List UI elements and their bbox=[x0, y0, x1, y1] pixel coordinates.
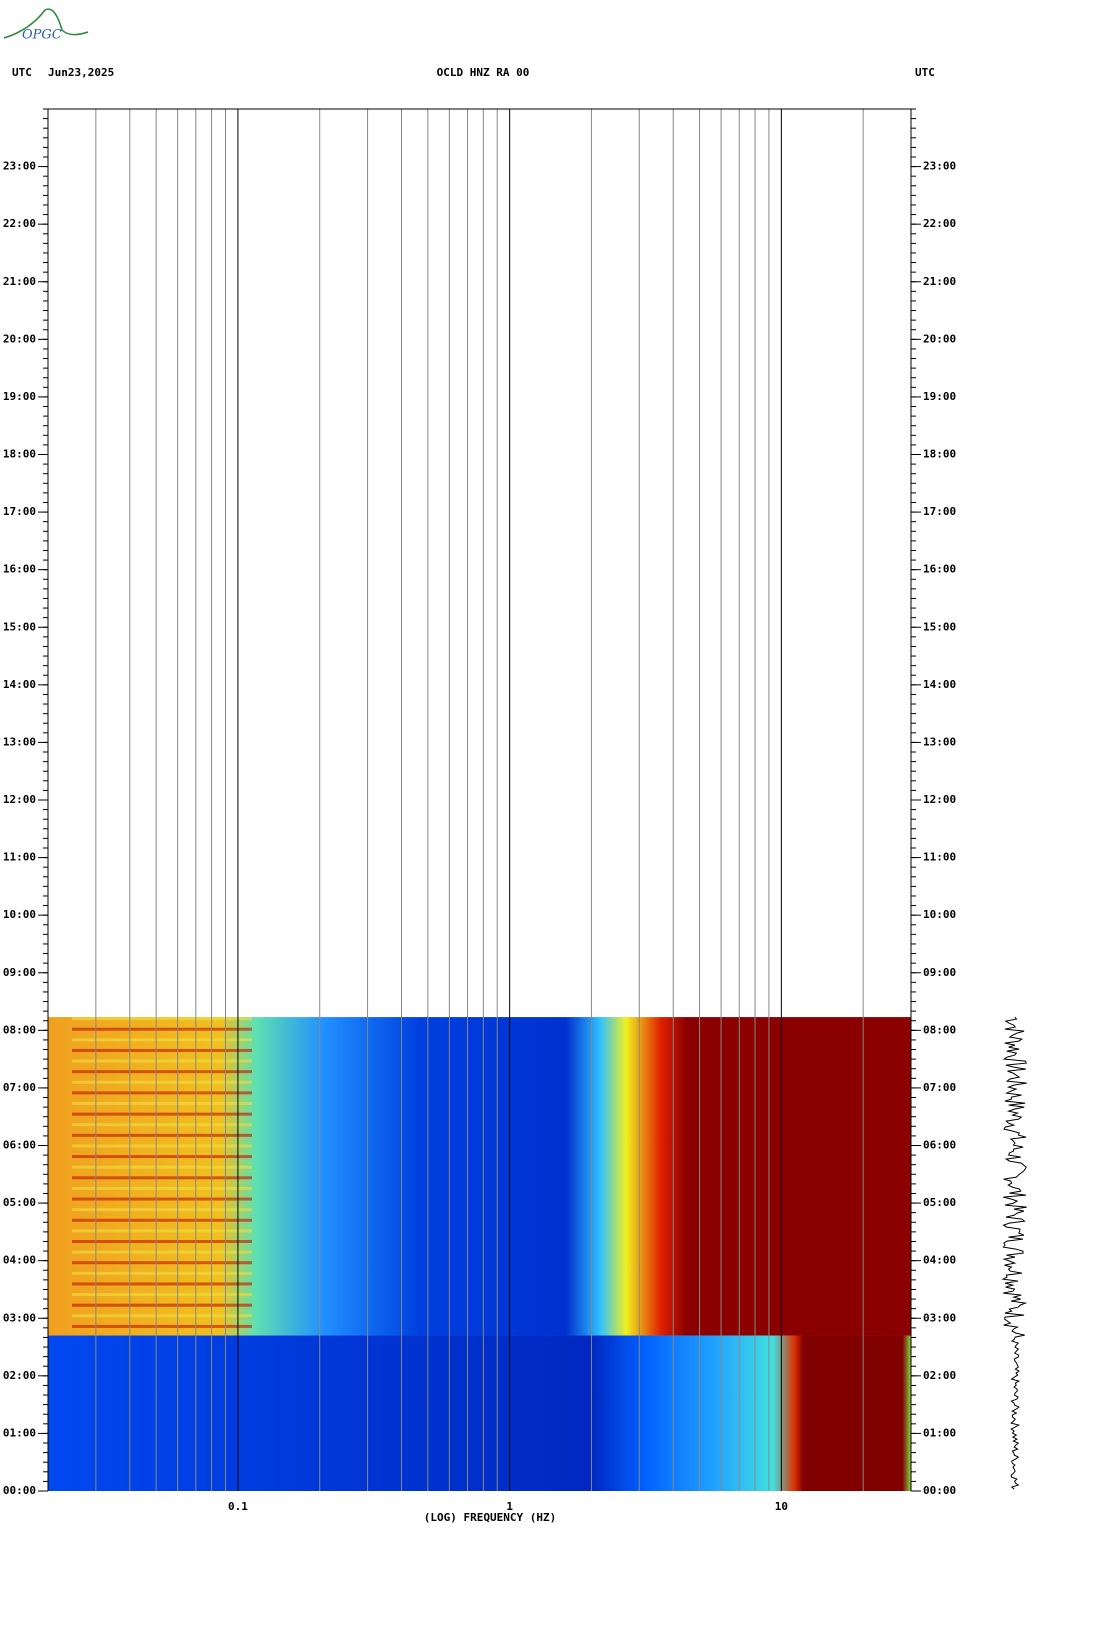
x-axis-label: (LOG) FREQUENCY (HZ) bbox=[424, 1511, 556, 1524]
texture bbox=[72, 1038, 252, 1042]
y-tick-label: 17:00 bbox=[3, 505, 36, 518]
texture bbox=[72, 1080, 252, 1084]
y-tick-label-right: 14:00 bbox=[923, 678, 956, 691]
date: Jun23,2025 bbox=[48, 66, 114, 79]
y-tick-label: 02:00 bbox=[3, 1369, 36, 1382]
y-tick-label: 23:00 bbox=[3, 160, 36, 173]
y-tick-label: 22:00 bbox=[3, 217, 36, 230]
y-tick-label: 13:00 bbox=[3, 735, 36, 748]
texture bbox=[72, 1102, 252, 1106]
texture bbox=[72, 1324, 252, 1328]
texture bbox=[72, 1303, 252, 1307]
y-tick-label-right: 20:00 bbox=[923, 332, 956, 345]
right-axis-label: UTC bbox=[915, 66, 935, 79]
texture bbox=[72, 1208, 252, 1212]
texture bbox=[72, 1017, 252, 1021]
y-tick-label-right: 10:00 bbox=[923, 908, 956, 921]
texture bbox=[72, 1271, 252, 1275]
y-tick-label: 18:00 bbox=[3, 448, 36, 461]
x-tick-label: 10 bbox=[775, 1500, 788, 1513]
texture bbox=[72, 1027, 252, 1031]
texture bbox=[72, 1048, 252, 1052]
y-tick-label-right: 02:00 bbox=[923, 1369, 956, 1382]
texture bbox=[72, 1282, 252, 1286]
texture bbox=[72, 1239, 252, 1243]
y-tick-label-right: 13:00 bbox=[923, 735, 956, 748]
texture bbox=[72, 1176, 252, 1180]
y-tick-label: 16:00 bbox=[3, 563, 36, 576]
logo: OPGC bbox=[3, 8, 89, 43]
y-tick-label: 01:00 bbox=[3, 1426, 36, 1439]
y-tick-label-right: 22:00 bbox=[923, 217, 956, 230]
texture bbox=[72, 1112, 252, 1116]
y-tick-label: 15:00 bbox=[3, 620, 36, 633]
y-tick-label: 11:00 bbox=[3, 851, 36, 864]
y-tick-label-right: 06:00 bbox=[923, 1139, 956, 1152]
y-tick-label-right: 03:00 bbox=[923, 1311, 956, 1324]
y-tick-label: 19:00 bbox=[3, 390, 36, 403]
y-tick-label-right: 04:00 bbox=[923, 1254, 956, 1267]
texture bbox=[72, 1123, 252, 1127]
y-tick-label-right: 19:00 bbox=[923, 390, 956, 403]
x-tick-label: 0.1 bbox=[228, 1500, 248, 1513]
left-axis-label: UTC bbox=[12, 66, 32, 79]
chart-title: OCLD HNZ RA 00 bbox=[437, 66, 530, 79]
y-tick-label-right: 11:00 bbox=[923, 851, 956, 864]
y-tick-label: 21:00 bbox=[3, 275, 36, 288]
y-tick-label-right: 23:00 bbox=[923, 160, 956, 173]
texture bbox=[72, 1165, 252, 1169]
y-tick-label-right: 00:00 bbox=[923, 1484, 956, 1497]
y-tick-label-right: 09:00 bbox=[923, 966, 956, 979]
y-tick-label-right: 21:00 bbox=[923, 275, 956, 288]
y-tick-label: 12:00 bbox=[3, 793, 36, 806]
y-tick-label: 04:00 bbox=[3, 1254, 36, 1267]
texture bbox=[72, 1091, 252, 1095]
x-tick-label: 1 bbox=[506, 1500, 513, 1513]
y-tick-label: 07:00 bbox=[3, 1081, 36, 1094]
texture bbox=[72, 1314, 252, 1318]
y-tick-label: 00:00 bbox=[3, 1484, 36, 1497]
y-tick-label: 06:00 bbox=[3, 1139, 36, 1152]
y-tick-label-right: 08:00 bbox=[923, 1023, 956, 1036]
y-tick-label-right: 15:00 bbox=[923, 620, 956, 633]
y-tick-label: 20:00 bbox=[3, 332, 36, 345]
y-tick-label-right: 17:00 bbox=[923, 505, 956, 518]
texture bbox=[72, 1261, 252, 1265]
y-tick-label-right: 07:00 bbox=[923, 1081, 956, 1094]
texture bbox=[72, 1229, 252, 1233]
texture bbox=[72, 1070, 252, 1074]
texture bbox=[72, 1059, 252, 1063]
y-tick-label: 14:00 bbox=[3, 678, 36, 691]
texture bbox=[72, 1133, 252, 1137]
y-tick-label: 09:00 bbox=[3, 966, 36, 979]
texture bbox=[72, 1155, 252, 1159]
y-tick-label: 10:00 bbox=[3, 908, 36, 921]
spectrogram-quiet bbox=[48, 1335, 911, 1491]
y-tick-label-right: 18:00 bbox=[923, 448, 956, 461]
y-tick-label-right: 05:00 bbox=[923, 1196, 956, 1209]
y-tick-label: 08:00 bbox=[3, 1023, 36, 1036]
y-tick-label: 05:00 bbox=[3, 1196, 36, 1209]
texture bbox=[72, 1186, 252, 1190]
seismogram bbox=[1001, 1016, 1028, 1490]
texture bbox=[72, 1218, 252, 1222]
texture bbox=[72, 1144, 252, 1148]
y-tick-label: 03:00 bbox=[3, 1311, 36, 1324]
y-tick-label-right: 16:00 bbox=[923, 563, 956, 576]
logo-text: OPGC bbox=[22, 28, 62, 43]
texture bbox=[72, 1293, 252, 1297]
y-tick-label-right: 01:00 bbox=[923, 1426, 956, 1439]
texture bbox=[72, 1250, 252, 1254]
y-tick-label-right: 12:00 bbox=[923, 793, 956, 806]
texture bbox=[72, 1197, 252, 1201]
